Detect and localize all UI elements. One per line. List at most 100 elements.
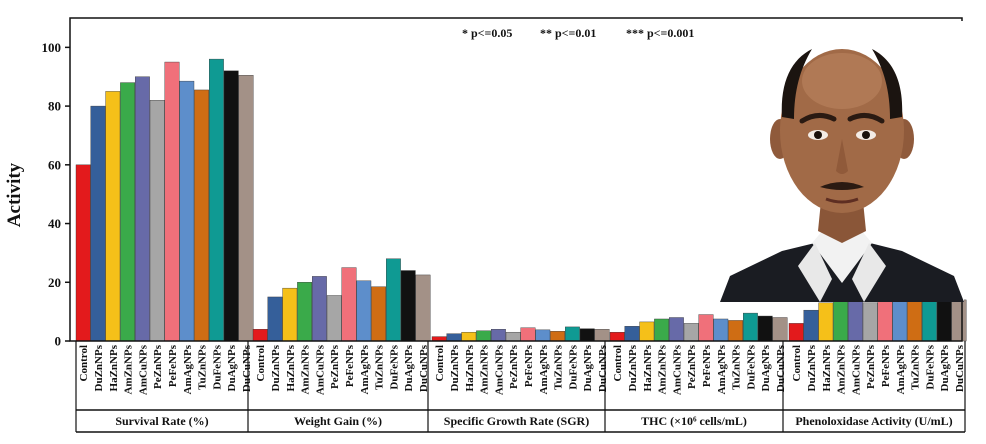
category-tick-label: PeZnNPs [329, 344, 341, 389]
bar [698, 314, 714, 342]
category-tick-label: DuFeNPs [924, 344, 936, 389]
bar [194, 89, 209, 342]
bar [164, 61, 180, 342]
y-tick-label: 0 [55, 334, 62, 349]
bar [743, 312, 758, 342]
category-tick-label: AmAgNPs [538, 344, 550, 394]
category-tick-label: DuAgNPs [939, 344, 951, 391]
category-tick-label: AmAgNPs [359, 344, 371, 394]
bar [75, 164, 91, 342]
bar [476, 330, 491, 342]
category-tick-label: AmAgNPs [716, 344, 728, 394]
bar [149, 100, 165, 342]
category-tick-label: DuCuNPs [775, 344, 787, 392]
bar [803, 309, 819, 342]
bar [683, 323, 699, 342]
group-label: Weight Gain (%) [294, 414, 382, 428]
bar [818, 302, 834, 342]
category-tick-label: AmCuNPs [137, 344, 149, 395]
category-tick-label: TuZnNPs [731, 344, 743, 390]
bar [297, 282, 312, 342]
y-tick-label: 20 [48, 275, 61, 290]
category-tick-label: Control [78, 345, 90, 381]
category-tick-label: AmZnNPs [657, 344, 669, 394]
bar [609, 331, 625, 342]
category-tick-label: AmAgNPs [182, 344, 194, 394]
category-tick-label: PeFeNPs [880, 344, 892, 387]
category-tick-label: DuAgNPs [403, 344, 415, 391]
category-tick-label: DuCuNPs [954, 344, 966, 392]
bar [238, 75, 254, 342]
bar [757, 315, 773, 342]
category-tick-label: PeFeNPs [344, 344, 356, 387]
category-tick-label: DuAgNPs [582, 344, 594, 391]
category-tick-label: DuFeNPs [745, 344, 757, 389]
bar [624, 326, 640, 342]
bar [550, 331, 566, 342]
category-tick-label: TuZnNPs [197, 344, 209, 390]
bar [892, 296, 908, 342]
category-tick-label: HaZnNPs [108, 344, 120, 391]
category-tick-label: PeFeNPs [167, 344, 179, 387]
category-tick-label: DuAgNPs [760, 344, 772, 391]
category-tick-label: TuZnNPs [910, 344, 922, 390]
group-label: Specific Growth Rate (SGR) [444, 414, 589, 428]
y-tick-label: 60 [48, 157, 61, 172]
bar [848, 296, 863, 342]
bar [356, 280, 372, 342]
bar [639, 321, 655, 342]
bar [371, 286, 386, 342]
category-tick-label: HaZnNPs [642, 344, 654, 391]
bar [134, 76, 150, 342]
bar [120, 82, 136, 342]
group-label: Phenoloxidase Activity (U/mL) [795, 414, 952, 428]
bar [862, 302, 878, 342]
category-tick-label: Control [612, 345, 624, 381]
category-tick-label: DuCuNPs [241, 344, 253, 392]
category-tick-label: DuCuNPs [418, 344, 430, 392]
bar [341, 267, 357, 342]
category-tick-label: TuZnNPs [553, 344, 565, 390]
category-tick-label: Control [434, 345, 446, 381]
inset-portrait-photo [718, 21, 964, 302]
bar [579, 328, 595, 342]
sig-legend-2: ** p<=0.01 [540, 26, 596, 40]
bar [90, 105, 106, 342]
category-tick-label: Control [791, 345, 803, 381]
bars-layer [75, 58, 967, 342]
bar [713, 318, 729, 342]
category-tick-label: DuZnNPs [806, 344, 818, 391]
y-tick-label: 80 [48, 99, 61, 114]
category-tick-label: AmZnNPs [836, 344, 848, 394]
category-tick-label: PeZnNPs [152, 344, 164, 389]
bar [654, 318, 670, 342]
bar [312, 276, 327, 342]
bar [282, 287, 298, 342]
y-tick-label: 40 [48, 216, 61, 231]
bar [400, 270, 416, 342]
category-tick-label: AmCuNPs [493, 344, 505, 395]
category-tick-label: AmCuNPs [671, 344, 683, 395]
bar [535, 329, 551, 342]
group-label: Survival Rate (%) [115, 414, 208, 428]
category-tick-label: AmZnNPs [300, 344, 312, 394]
category-tick-label: DuZnNPs [270, 344, 282, 391]
bar [179, 80, 195, 342]
bar [208, 58, 224, 342]
category-tick-label: PeZnNPs [686, 344, 698, 389]
bar [415, 274, 431, 342]
bar [461, 331, 477, 342]
sig-legend-3: *** p<=0.001 [626, 26, 694, 40]
bar [326, 295, 342, 342]
category-tick-label: AmCuNPs [314, 344, 326, 395]
category-tick-label: DuZnNPs [449, 344, 461, 391]
bar [386, 258, 401, 342]
category-tick-label: PeFeNPs [523, 344, 535, 387]
bar [907, 299, 923, 342]
sig-legend-1: * p<=0.05 [462, 26, 512, 40]
category-tick-label: Control [255, 345, 267, 381]
bar [446, 333, 462, 342]
bar [936, 296, 952, 342]
bar [105, 91, 121, 342]
